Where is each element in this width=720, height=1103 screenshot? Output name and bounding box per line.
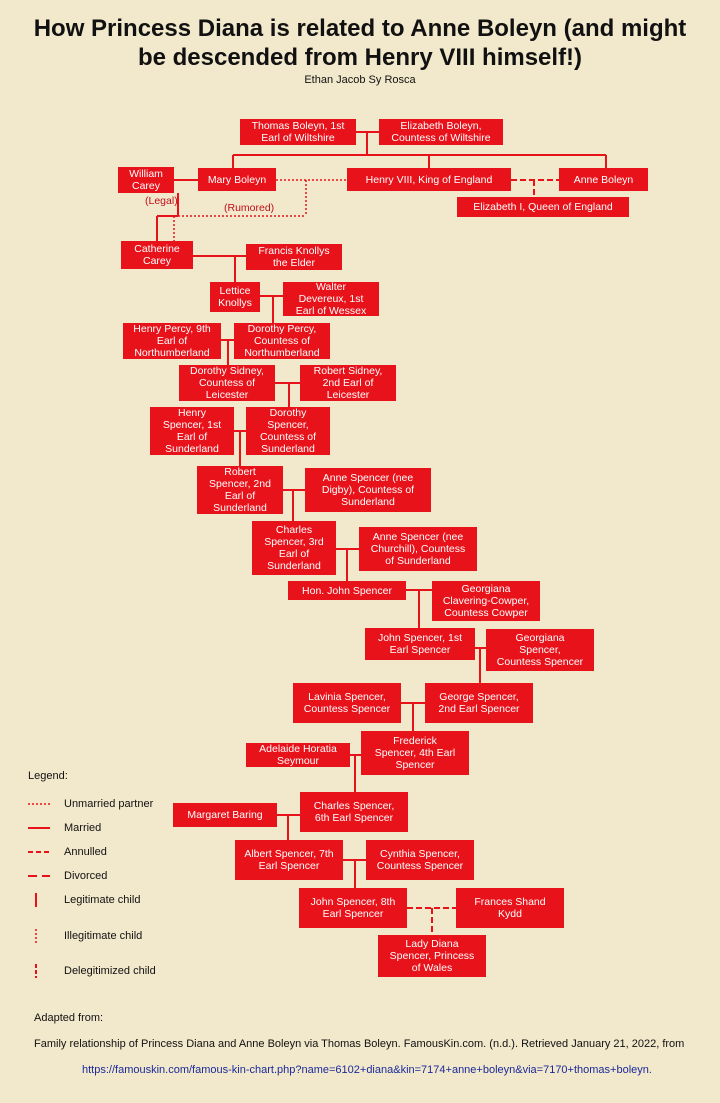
person-francis-knollys: Francis Knollys the Elder bbox=[246, 244, 342, 270]
person-dorothy-sidney: Dorothy Sidney, Countess of Leicester bbox=[179, 365, 275, 401]
person-george-spencer: George Spencer, 2nd Earl Spencer bbox=[425, 683, 533, 723]
person-henry-percy: Henry Percy, 9th Earl of Northumberland bbox=[123, 323, 221, 359]
person-anne-spencer-churchill: Anne Spencer (nee Churchill), Countess o… bbox=[359, 527, 477, 571]
person-charles-spencer-6: Charles Spencer, 6th Earl Spencer bbox=[300, 792, 408, 832]
adapted-from-label: Adapted from: bbox=[34, 1012, 104, 1024]
person-lettice-knollys: Lettice Knollys bbox=[210, 282, 260, 312]
legend-item-illegitimate: Illegitimate child bbox=[28, 929, 218, 943]
legend-label: Married bbox=[64, 822, 102, 834]
legend-label: Unmarried partner bbox=[64, 798, 154, 810]
citation-text: Family relationship of Princess Diana an… bbox=[34, 1038, 685, 1050]
person-walter-devereux: Walter Devereux, 1st Earl of Wessex bbox=[283, 282, 379, 316]
person-henry-spencer: Henry Spencer, 1st Earl of Sunderland bbox=[150, 407, 234, 455]
person-anne-boleyn: Anne Boleyn bbox=[559, 168, 648, 191]
person-margaret-baring: Margaret Baring bbox=[173, 803, 277, 827]
legend-item-annulled: Annulled bbox=[28, 845, 218, 859]
legend-item-divorced: Divorced bbox=[28, 869, 218, 883]
legend-label: Illegitimate child bbox=[64, 930, 143, 942]
family-tree-connectors bbox=[156, 131, 607, 935]
person-albert-spencer: Albert Spencer, 7th Earl Spencer bbox=[235, 840, 343, 880]
person-thomas-boleyn: Thomas Boleyn, 1st Earl of Wiltshire bbox=[240, 119, 356, 145]
person-georgiana-cowper: Georgiana Clavering-Cowper, Countess Cow… bbox=[432, 581, 540, 621]
legend-label: Legitimate child bbox=[64, 894, 141, 906]
legend-annulled-symbol bbox=[28, 851, 50, 853]
chart-title: How Princess Diana is related to Anne Bo… bbox=[33, 15, 687, 71]
person-charles-spencer-3: Charles Spencer, 3rd Earl of Sunderland bbox=[252, 521, 336, 575]
person-john-spencer-1: John Spencer, 1st Earl Spencer bbox=[365, 628, 475, 660]
legal-label: (Legal) bbox=[145, 195, 178, 207]
legend-title: Legend: bbox=[28, 770, 68, 782]
person-lady-diana: Lady Diana Spencer, Princess of Wales bbox=[378, 935, 486, 977]
person-elizabeth-boleyn: Elizabeth Boleyn, Countess of Wiltshire bbox=[379, 119, 503, 145]
legend-item-delegitimized: Delegitimized child bbox=[28, 964, 218, 978]
person-dorothy-percy: Dorothy Percy, Countess of Northumberlan… bbox=[234, 323, 330, 359]
legend-item-legitimate: Legitimate child bbox=[28, 893, 218, 907]
person-georgiana-spencer: Georgiana Spencer, Countess Spencer bbox=[486, 629, 594, 671]
legend-item-married: Married bbox=[28, 821, 218, 835]
person-anne-spencer-digby: Anne Spencer (nee Digby), Countess of Su… bbox=[305, 468, 431, 512]
author-name: Ethan Jacob Sy Rosca bbox=[304, 74, 416, 86]
legend-legitimate-symbol bbox=[35, 893, 37, 907]
person-henry-viii: Henry VIII, King of England bbox=[347, 168, 511, 191]
legend-divorced-symbol bbox=[28, 875, 50, 877]
person-william-carey: William Carey bbox=[118, 167, 174, 193]
legend-label: Delegitimized child bbox=[64, 965, 156, 977]
source-link[interactable]: https://famouskin.com/famous-kin-chart.p… bbox=[82, 1064, 652, 1076]
legend-label: Divorced bbox=[64, 870, 108, 882]
person-robert-spencer: Robert Spencer, 2nd Earl of Sunderland bbox=[197, 466, 283, 514]
legend-unmarried-symbol bbox=[28, 803, 50, 805]
person-frances-shand-kydd: Frances Shand Kydd bbox=[456, 888, 564, 928]
person-elizabeth-i: Elizabeth I, Queen of England bbox=[457, 197, 629, 217]
person-frederick-spencer: Frederick Spencer, 4th Earl Spencer bbox=[361, 731, 469, 775]
person-dorothy-spencer: Dorothy Spencer, Countess of Sunderland bbox=[246, 407, 330, 455]
person-mary-boleyn: Mary Boleyn bbox=[198, 168, 276, 191]
person-cynthia-spencer: Cynthia Spencer, Countess Spencer bbox=[366, 840, 474, 880]
person-adelaide-seymour: Adelaide Horatia Seymour bbox=[246, 743, 350, 767]
person-john-spencer-8: John Spencer, 8th Earl Spencer bbox=[299, 888, 407, 928]
person-john-spencer-hon: Hon. John Spencer bbox=[288, 581, 406, 600]
legend-item-unmarried: Unmarried partner bbox=[28, 797, 218, 811]
legend-delegitimized-symbol bbox=[35, 964, 37, 978]
rumored-label: (Rumored) bbox=[224, 202, 275, 214]
legend-label: Annulled bbox=[64, 846, 107, 858]
person-catherine-carey: Catherine Carey bbox=[121, 241, 193, 269]
legend-illegitimate-symbol bbox=[35, 929, 37, 943]
legend-married-symbol bbox=[28, 827, 50, 829]
person-lavinia-spencer: Lavinia Spencer, Countess Spencer bbox=[293, 683, 401, 723]
person-robert-sidney: Robert Sidney, 2nd Earl of Leicester bbox=[300, 365, 396, 401]
